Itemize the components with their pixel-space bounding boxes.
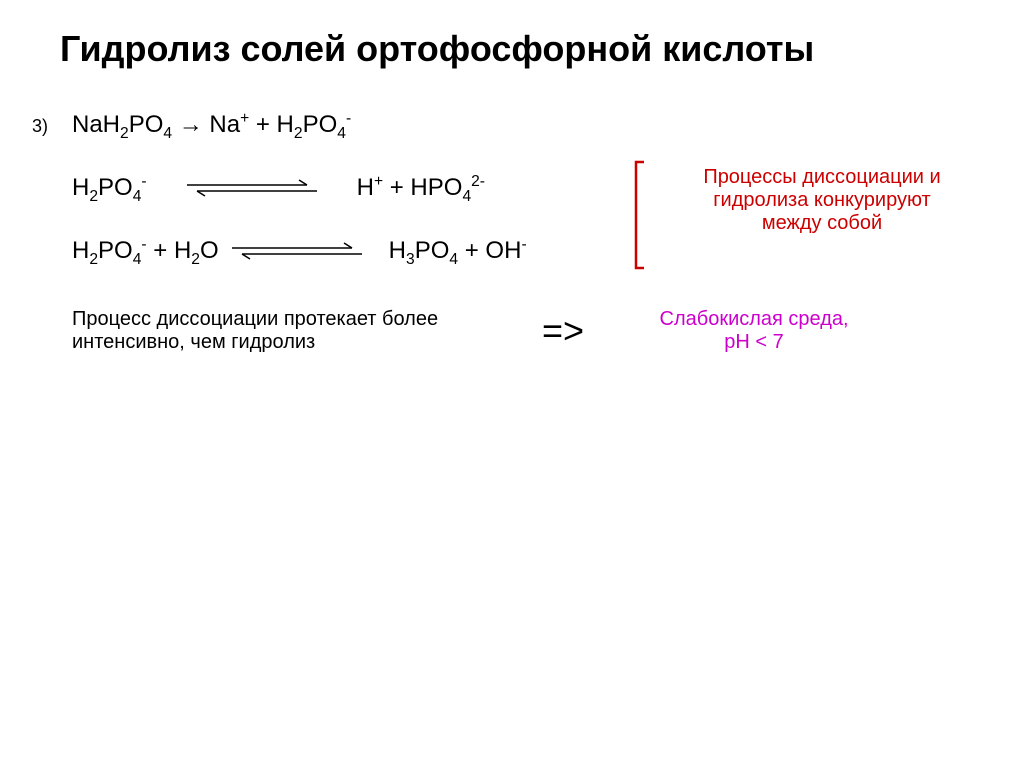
side-note-text: Процессы диссоциации и гидролиза конкури… bbox=[654, 166, 990, 235]
side-line-3: между собой bbox=[762, 212, 882, 234]
conclusion-row: Процесс диссоциации протекает более инте… bbox=[72, 308, 974, 354]
content-area: 3) NaH2PO4 → Na+ + H2PO4- H2PO4- H+ + HP… bbox=[50, 110, 974, 354]
equation-3: H2PO4- + H2O H3PO4 + OH- bbox=[72, 236, 974, 269]
side-note: Процессы диссоциации и гидролиза конкури… bbox=[630, 166, 990, 235]
implies-symbol: => bbox=[542, 310, 584, 352]
bracket-icon bbox=[630, 160, 648, 270]
side-line-1: Процессы диссоциации и bbox=[703, 166, 940, 188]
result-line-2: pH < 7 bbox=[724, 331, 783, 353]
result-text: Слабокислая среда, pH < 7 bbox=[624, 308, 884, 354]
side-line-2: гидролиза конкурируют bbox=[713, 189, 930, 211]
conclusion-text: Процесс диссоциации протекает более инте… bbox=[72, 308, 512, 354]
result-line-1: Слабокислая среда, bbox=[660, 308, 849, 330]
item-number: 3) bbox=[32, 116, 48, 137]
equation-1: NaH2PO4 → Na+ + H2PO4- bbox=[72, 110, 974, 143]
equilibrium-arrow-icon bbox=[232, 241, 362, 261]
page-title: Гидролиз солей ортофосфорной кислоты bbox=[60, 28, 974, 70]
equilibrium-arrow-icon bbox=[187, 178, 317, 198]
